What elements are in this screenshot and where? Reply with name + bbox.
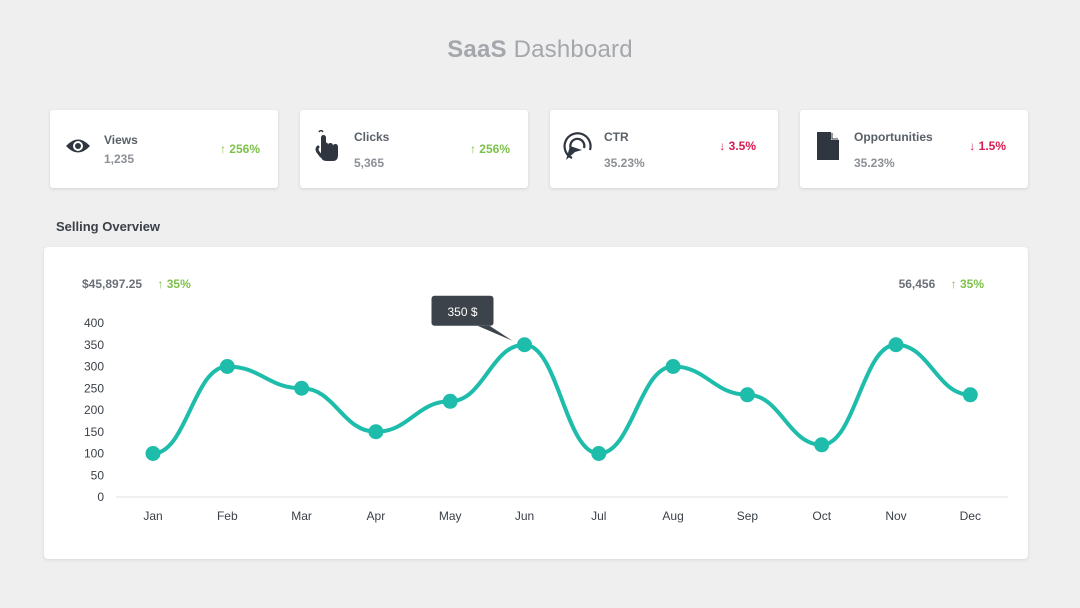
data-point-dec[interactable] — [962, 387, 978, 403]
stat-change: ↑ 256% — [220, 142, 260, 156]
stat-value: 35.23% — [604, 156, 645, 170]
data-point-mar[interactable] — [294, 380, 310, 396]
stat-card-views[interactable]: Views 1,235 ↑ 256% — [50, 110, 278, 188]
y-tick-label: 350 — [84, 338, 104, 352]
series-line — [151, 342, 973, 456]
y-tick-label: 250 — [84, 381, 104, 395]
arrow-up-icon: ↑ — [469, 142, 476, 156]
eye-icon — [62, 130, 94, 162]
arrow-up-icon: ↑ — [219, 142, 226, 156]
x-tick-label: Oct — [812, 509, 831, 523]
data-point-may[interactable] — [442, 393, 458, 409]
stat-change: ↓ 1.5% — [969, 139, 1006, 153]
page-title: SaaS Dashboard — [0, 36, 1080, 64]
stat-change-value: 3.5% — [728, 139, 756, 153]
data-point-jun[interactable] — [517, 337, 532, 353]
stat-value: 1,235 — [104, 152, 135, 166]
data-point-oct[interactable] — [814, 437, 830, 453]
y-tick-label: 150 — [84, 425, 104, 439]
x-tick-label: Jan — [143, 509, 162, 523]
x-tick-label: May — [439, 509, 462, 523]
x-tick-label: Feb — [217, 509, 238, 523]
stat-change-value: 256% — [229, 142, 260, 156]
stat-card-opportunities[interactable]: Opportunities 35.23% ↓ 1.5% — [800, 110, 1028, 188]
stat-label: Opportunities — [854, 130, 933, 144]
document-icon — [812, 130, 844, 162]
selling-overview-card: $45,897.25 ↑ 35% 56,456 ↑ 35% 0 50 100 150 2… — [44, 247, 1028, 559]
arrow-down-icon: ↓ — [969, 139, 976, 153]
x-tick-label: Jun — [515, 509, 534, 523]
right-summary-change-value: 35% — [959, 277, 984, 291]
y-tick-label: 100 — [84, 447, 104, 461]
y-tick-label: 300 — [84, 360, 104, 374]
y-tick-label: 0 — [97, 490, 104, 504]
stat-label: CTR — [604, 130, 629, 144]
left-summary-change-value: 35% — [166, 277, 191, 291]
data-point-feb[interactable] — [219, 359, 235, 374]
x-tick-label: Apr — [367, 509, 386, 523]
left-summary-value: $45,897.25 — [82, 277, 143, 291]
x-tick-label: Dec — [960, 509, 981, 523]
stat-label: Views — [104, 133, 138, 147]
tooltip-box — [431, 295, 494, 326]
data-point-jan[interactable] — [145, 446, 161, 461]
stat-value: 5,365 — [354, 156, 385, 170]
x-tick-label: Nov — [885, 509, 906, 523]
data-point-jul[interactable] — [591, 446, 607, 461]
section-title: Selling Overview — [56, 219, 161, 234]
y-tick-label: 50 — [91, 468, 105, 482]
arrow-up-icon: ↑ — [950, 277, 957, 291]
stat-label: Clicks — [354, 130, 390, 144]
right-summary-change: ↑ 35% — [951, 277, 984, 291]
y-tick-label: 200 — [84, 403, 104, 417]
selling-line-chart: 0 50 100 150 200 250 300 350 400 Jan Feb Mar Apr May J… — [84, 295, 1008, 523]
right-summary-value: 56,456 — [898, 277, 936, 291]
x-tick-label: Sep — [737, 509, 759, 523]
data-point-apr[interactable] — [368, 424, 384, 440]
stat-change-value: 256% — [479, 142, 510, 156]
x-tick-label: Aug — [662, 509, 683, 523]
stat-card-ctr[interactable]: CTR 35.23% ↓ 3.5% — [550, 110, 778, 188]
left-summary: $45,897.25 ↑ 35% — [82, 277, 191, 291]
tooltip-pointer — [477, 325, 513, 341]
pointer-hand-icon — [312, 130, 344, 162]
tooltip-text: 350 $ — [447, 305, 477, 319]
stat-change: ↓ 3.5% — [719, 139, 756, 153]
data-point-nov[interactable] — [888, 337, 904, 353]
y-tick-label: 400 — [84, 316, 104, 330]
data-point-sep[interactable] — [739, 387, 755, 403]
x-tick-label: Jul — [591, 509, 606, 523]
stat-change: ↑ 256% — [470, 142, 510, 156]
x-tick-label: Mar — [291, 509, 312, 523]
page-title-bold: SaaS — [447, 36, 507, 63]
arrow-down-icon: ↓ — [719, 139, 726, 153]
data-point-aug[interactable] — [665, 359, 681, 374]
stat-change-value: 1.5% — [978, 139, 1006, 153]
target-cursor-icon — [562, 130, 594, 162]
arrow-up-icon: ↑ — [157, 277, 164, 291]
right-summary: 56,456 ↑ 35% — [899, 277, 984, 291]
page-title-rest: Dashboard — [513, 36, 633, 63]
stat-card-clicks[interactable]: Clicks 5,365 ↑ 256% — [300, 110, 528, 188]
left-summary-change: ↑ 35% — [157, 277, 190, 291]
stat-value: 35.23% — [854, 156, 895, 170]
